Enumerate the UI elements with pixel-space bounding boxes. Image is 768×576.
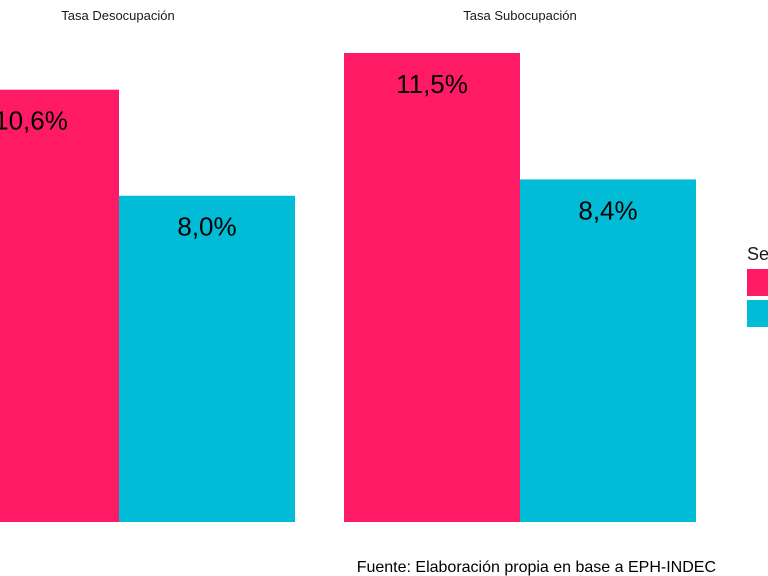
bar-value-label: 11,5% <box>396 69 468 99</box>
bar <box>520 179 696 522</box>
bar-value-label: 10,6% <box>0 106 68 136</box>
bar-value-label: 8,0% <box>177 212 236 242</box>
bar <box>344 53 520 522</box>
facet-panel-1: Tasa Desocupación 10,6% 8,0% <box>0 8 295 522</box>
facet-panels: Tasa Desocupación 10,6% 8,0% Tasa Subocupac… <box>0 8 696 522</box>
facet-title: Tasa Desocupación <box>61 8 174 23</box>
chart-caption: Fuente: Elaboración propia en base a EPH… <box>357 559 716 576</box>
bar-value-label: 8,4% <box>578 195 637 225</box>
facet-panel-2: Tasa Subocupación 11,5% 8,4% <box>344 8 696 522</box>
legend-key-series-2 <box>747 300 768 327</box>
legend-title: Se <box>747 244 768 264</box>
bar <box>119 195 295 522</box>
legend-key-series-1 <box>747 269 768 296</box>
bar <box>0 89 119 522</box>
legend: Se <box>747 244 768 327</box>
facet-title: Tasa Subocupación <box>463 8 576 23</box>
